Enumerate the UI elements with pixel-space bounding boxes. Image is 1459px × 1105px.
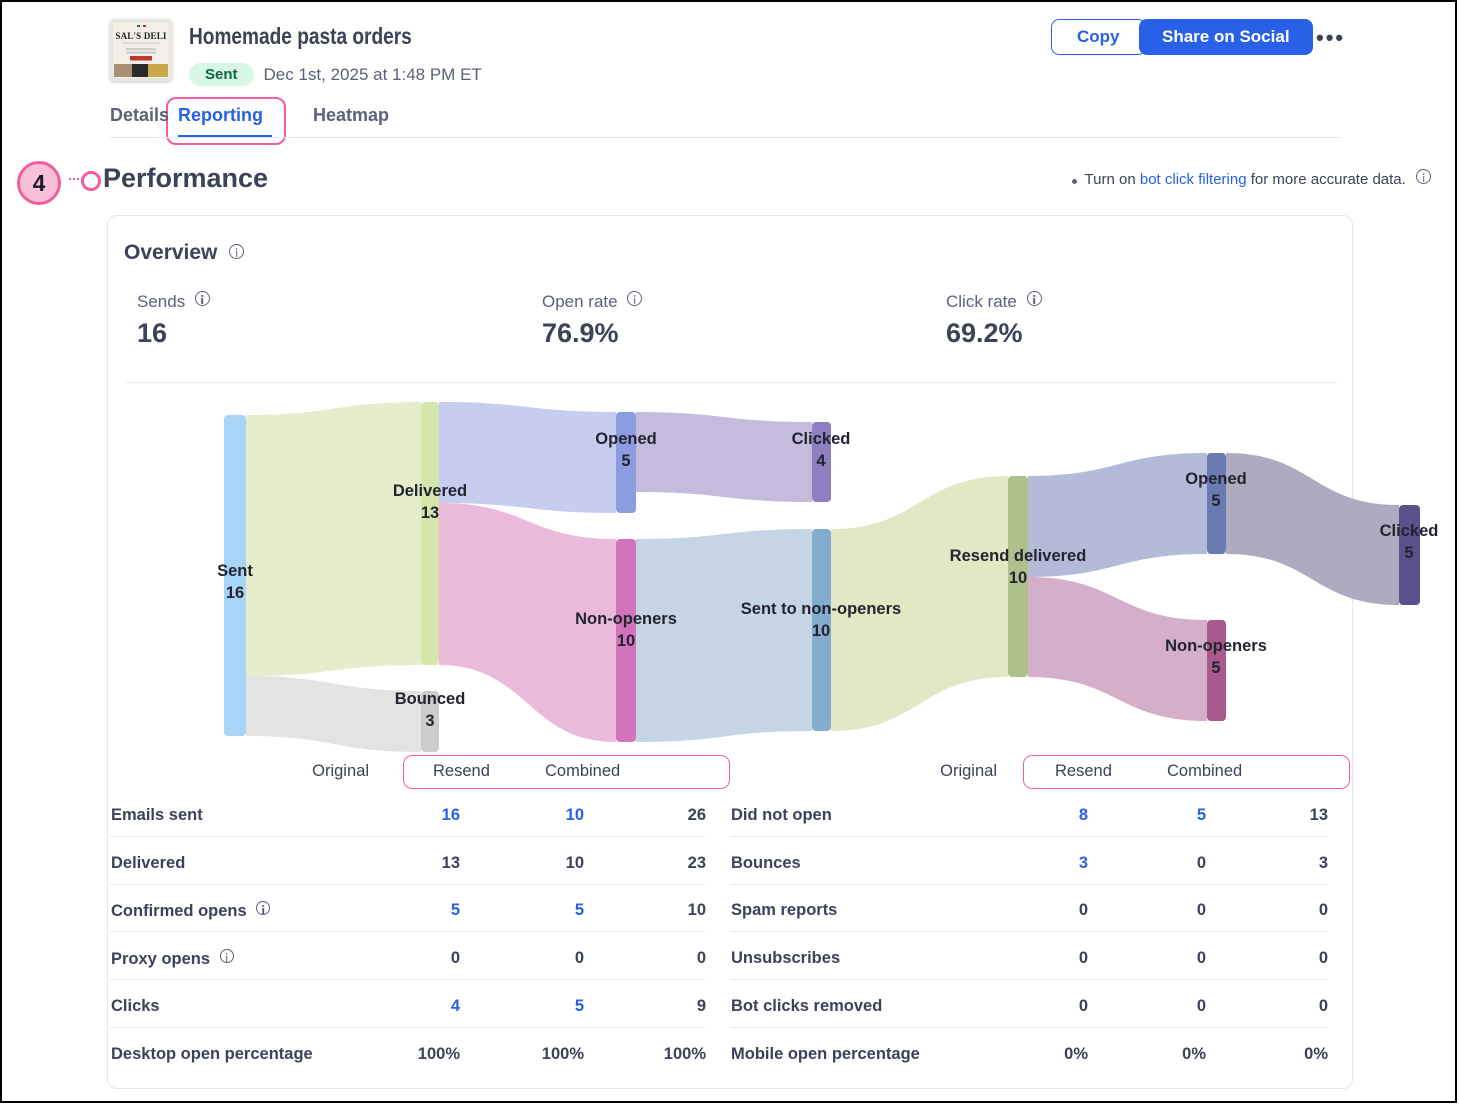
- svg-text:Clicked: Clicked: [792, 430, 851, 448]
- svg-text:10: 10: [1009, 569, 1027, 587]
- svg-text:Sent to non-openers: Sent to non-openers: [741, 600, 901, 618]
- svg-text:13: 13: [421, 504, 439, 522]
- svg-text:5: 5: [1404, 544, 1413, 562]
- svg-text:Non-openers: Non-openers: [1165, 637, 1267, 655]
- svg-text:5: 5: [1211, 659, 1220, 677]
- svg-text:Sent: Sent: [217, 562, 253, 580]
- svg-text:10: 10: [812, 622, 830, 640]
- svg-text:5: 5: [621, 452, 630, 470]
- svg-text:4: 4: [816, 452, 826, 470]
- svg-text:16: 16: [226, 584, 244, 602]
- svg-text:Opened: Opened: [595, 430, 656, 448]
- svg-text:Bounced: Bounced: [395, 690, 466, 708]
- svg-text:Resend delivered: Resend delivered: [950, 547, 1087, 565]
- svg-text:5: 5: [1211, 492, 1220, 510]
- svg-text:Non-openers: Non-openers: [575, 610, 677, 628]
- svg-text:3: 3: [425, 712, 434, 730]
- svg-text:10: 10: [617, 632, 635, 650]
- svg-text:Clicked: Clicked: [1380, 522, 1439, 540]
- svg-text:SAL'S DELI: SAL'S DELI: [115, 31, 167, 41]
- svg-text:Opened: Opened: [1185, 470, 1246, 488]
- svg-text:Delivered: Delivered: [393, 482, 467, 500]
